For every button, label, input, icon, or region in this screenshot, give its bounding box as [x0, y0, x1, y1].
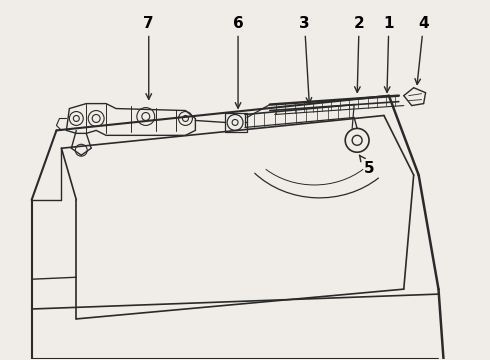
- Text: 1: 1: [384, 16, 394, 92]
- Text: 7: 7: [144, 16, 154, 99]
- Text: 3: 3: [299, 16, 312, 103]
- Text: 2: 2: [354, 16, 365, 92]
- Text: 5: 5: [360, 155, 374, 176]
- Text: 4: 4: [415, 16, 429, 84]
- Text: 6: 6: [233, 16, 244, 108]
